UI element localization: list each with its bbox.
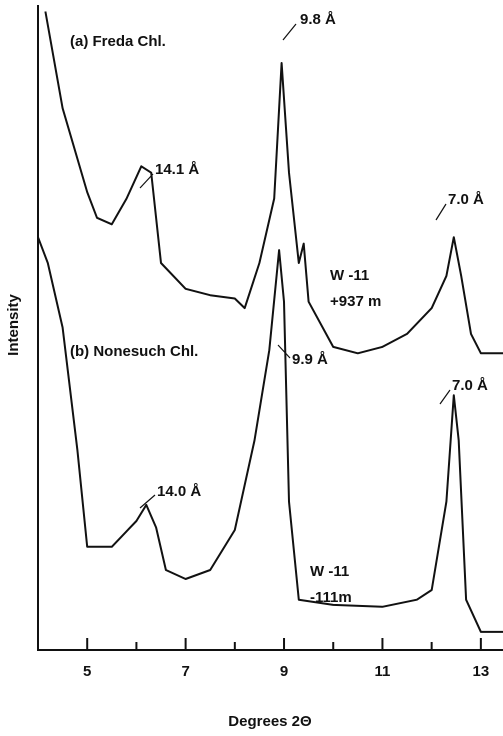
annotation: 14.1 Å: [155, 161, 199, 178]
x-tick-label: 7: [181, 663, 189, 680]
leader: [277, 344, 291, 359]
leader: [282, 23, 297, 41]
annotation: 9.9 Å: [292, 351, 328, 368]
axis-frame: [37, 5, 503, 651]
annotation: 9.8 Å: [300, 11, 336, 28]
leader: [439, 389, 451, 405]
leader-lines: [139, 23, 451, 509]
x-tick-label: 5: [83, 663, 91, 680]
y-axis-label: Intensity: [5, 294, 22, 356]
annotation: -111m: [310, 589, 352, 606]
annotation: +937 m: [330, 293, 381, 310]
annotation: W -11: [330, 267, 369, 284]
x-tick-label: 11: [375, 663, 391, 680]
annotation: 14.0 Å: [157, 483, 201, 500]
x-tick-label: 9: [280, 663, 288, 680]
leader: [139, 494, 156, 509]
annotation: (b) Nonesuch Chl.: [70, 343, 198, 360]
annotation: 7.0 Å: [448, 191, 484, 208]
x-tick-label: 13: [473, 663, 490, 680]
annotation: W -11: [310, 563, 349, 580]
series-line: [37, 236, 503, 633]
x-axis-label: Degrees 2Θ: [228, 713, 312, 730]
annotation: 7.0 Å: [452, 377, 488, 394]
leader: [435, 203, 447, 221]
annotation: (a) Freda Chl.: [70, 33, 166, 50]
series-line: [44, 11, 503, 355]
